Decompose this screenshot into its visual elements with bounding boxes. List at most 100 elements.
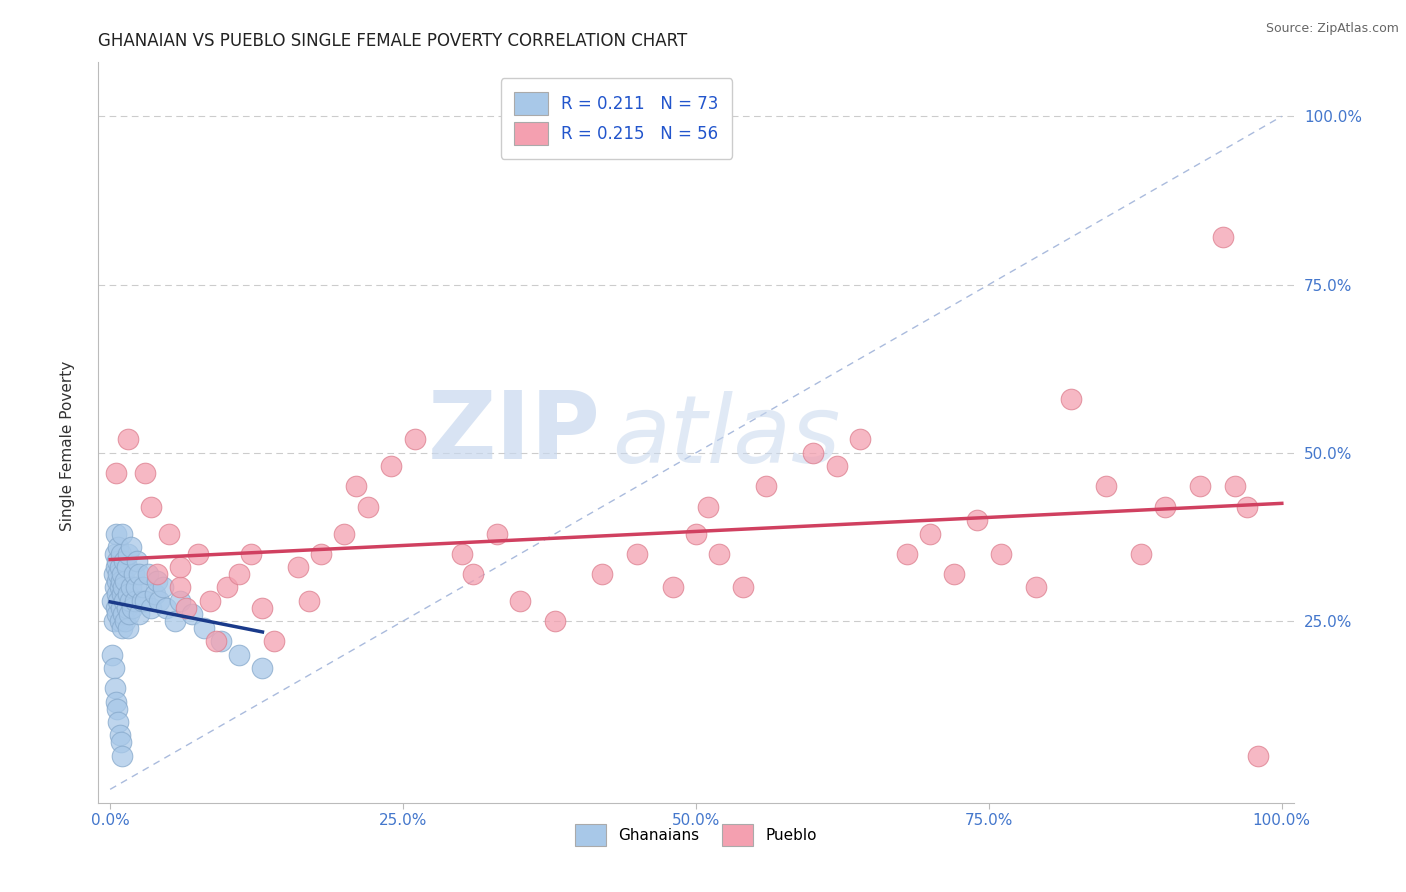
Point [112,607,135,622]
Point [709,547,731,561]
Point [228,566,250,581]
Point [134,466,156,480]
Point [141,500,163,514]
Point [1223,479,1246,493]
Point [111,587,134,601]
Point [125,581,148,595]
Point [404,433,426,447]
Point [942,566,965,581]
Point [287,560,309,574]
Point [966,513,988,527]
Point [146,574,169,588]
Point [896,547,918,561]
Point [105,466,128,480]
Point [114,614,136,628]
Point [115,600,138,615]
Point [174,600,197,615]
Point [990,547,1012,561]
Point [357,500,380,514]
Point [117,587,139,601]
Point [146,566,169,581]
Point [309,547,332,561]
Point [103,566,125,581]
Point [849,433,872,447]
Point [1212,230,1234,244]
Point [1188,479,1211,493]
Point [110,574,132,588]
Legend: Ghanaians, Pueblo: Ghanaians, Pueblo [564,812,828,858]
Point [112,594,135,608]
Point [111,748,134,763]
Point [105,600,128,615]
Point [463,566,485,581]
Point [121,600,143,615]
Point [111,566,134,581]
Point [626,547,648,561]
Point [134,594,156,608]
Point [661,581,683,595]
Point [211,634,233,648]
Point [1130,547,1153,561]
Point [204,634,226,648]
Point [128,607,150,622]
Point [252,600,274,615]
Point [117,547,139,561]
Point [685,526,707,541]
Point [110,600,132,615]
Point [696,500,718,514]
Text: atlas: atlas [613,391,841,482]
Point [143,587,166,601]
Point [155,600,177,615]
Point [101,594,124,608]
Point [105,560,128,574]
Point [103,661,125,675]
Point [157,526,180,541]
Point [105,587,128,601]
Point [148,594,170,608]
Point [1236,500,1258,514]
Point [591,566,613,581]
Point [136,566,159,581]
Point [131,594,153,608]
Point [509,594,531,608]
Point [108,614,131,628]
Point [128,566,150,581]
Point [193,621,215,635]
Point [344,479,367,493]
Point [117,621,139,635]
Point [120,594,141,608]
Point [731,581,754,595]
Point [181,607,204,622]
Point [117,433,139,447]
Point [544,614,567,628]
Point [169,560,191,574]
Text: Source: ZipAtlas.com: Source: ZipAtlas.com [1265,22,1399,36]
Point [1153,500,1175,514]
Point [114,574,136,588]
Point [755,479,778,493]
Point [101,648,124,662]
Point [107,566,129,581]
Point [120,581,142,595]
Point [239,547,262,561]
Point [163,614,186,628]
Point [111,621,134,635]
Point [1247,748,1270,763]
Point [105,701,128,715]
Point [1060,392,1083,406]
Text: Single Female Poverty: Single Female Poverty [60,361,75,531]
Point [112,553,135,567]
Point [152,581,174,595]
Point [108,729,131,743]
Point [104,681,127,696]
Point [169,581,191,595]
Point [107,594,129,608]
Point [169,594,191,608]
Point [107,714,129,729]
Point [1025,581,1047,595]
Point [105,695,128,709]
Point [825,459,848,474]
Point [112,581,135,595]
Point [187,547,209,561]
Point [110,547,132,561]
